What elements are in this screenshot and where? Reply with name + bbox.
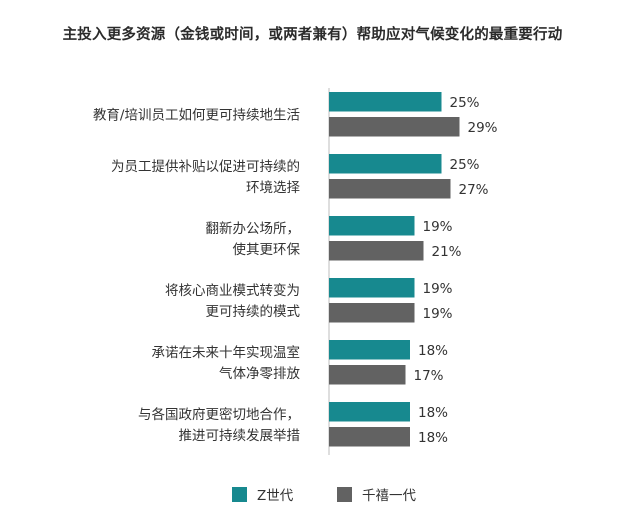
value-label: 18% [418,343,448,359]
category-labels: 教育/培训员工如何更可持续地生活为员工提供补贴以促进可持续的环境选择翻新办公场所… [93,107,301,444]
value-label: 25% [450,95,480,111]
bar [329,241,424,261]
bar [329,278,415,298]
bar [329,303,415,323]
bar [329,117,460,137]
legend-label-gen-z: Z世代 [257,488,294,504]
value-label: 18% [418,405,448,421]
value-label: 29% [468,120,498,136]
legend-swatch-gen-z [232,486,247,502]
bar [329,154,442,174]
bar [329,402,410,422]
legend-swatch-millennials [337,486,352,502]
legend-label-millennials: 千禧一代 [362,488,416,504]
bar [329,92,442,112]
value-label: 25% [450,157,480,173]
legend: Z世代 千禧一代 [0,484,625,504]
value-label: 19% [423,281,453,297]
category-label: 翻新办公场所， [206,221,301,237]
category-label: 教育/培训员工如何更可持续地生活 [93,107,300,123]
bar [329,216,415,236]
value-label: 27% [459,182,489,198]
bar [329,427,410,447]
value-label: 21% [432,244,462,260]
category-label: 环境选择 [246,180,300,196]
bar-chart: 教育/培训员工如何更可持续地生活为员工提供补贴以促进可持续的环境选择翻新办公场所… [93,88,498,455]
bars [329,92,460,447]
value-label: 17% [414,368,444,384]
category-label: 推进可持续发展举措 [179,428,301,444]
value-label: 19% [423,219,453,235]
value-label: 19% [423,306,453,322]
bar [329,365,406,385]
category-label: 使其更环保 [233,241,301,258]
category-label: 气体净零排放 [219,366,300,382]
category-label: 将核心商业模式转变为 [165,283,300,299]
chart-title: 主投入更多资源（金钱或时间，或两者兼有）帮助应对气候变化的最重要行动 [62,27,563,43]
category-label: 承诺在未来十年实现温室 [152,344,301,361]
category-label: 更可持续的模式 [206,304,301,320]
value-labels: 25% 29% 25% 27% 19% 21% 19% 19% 18% 17% 18% 18% [414,95,498,446]
value-label: 18% [418,430,448,446]
bar [329,179,451,199]
legend-item-gen-z: Z世代 [232,484,293,504]
bar [329,340,410,360]
category-label: 为员工提供补贴以促进可持续的 [111,159,300,175]
category-label: 与各国政府更密切地合作， [138,406,300,423]
legend-item-millennials: 千禧一代 [337,484,416,504]
